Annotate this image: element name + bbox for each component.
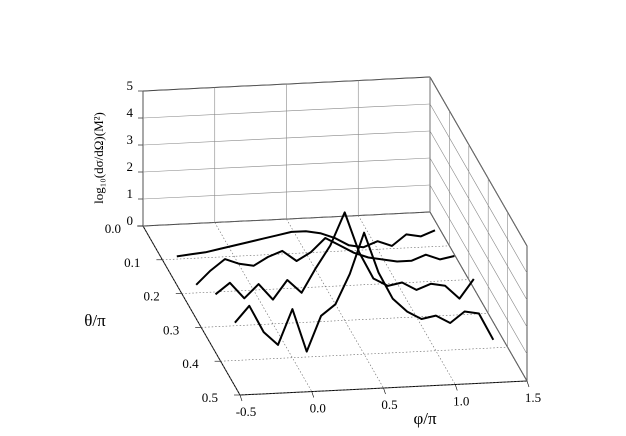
z-tick-label: 0.5 — [202, 390, 218, 405]
x-tick-label: 1.0 — [453, 393, 469, 408]
x-tick-label: -0.5 — [236, 404, 257, 419]
grid-line — [429, 76, 528, 247]
z-tick-label: 0.2 — [144, 289, 160, 304]
tick-mark — [239, 394, 243, 402]
y-tick-label: 0 — [127, 213, 134, 228]
y-axis-label: log₁₀(dσ/dΩ)(M²) — [91, 112, 106, 204]
tick-mark — [526, 380, 530, 388]
z-tick-label: 0.1 — [124, 255, 140, 270]
grid-line — [429, 184, 528, 355]
grid-line — [429, 103, 528, 274]
y-tick-label: 5 — [127, 78, 134, 93]
series-line — [234, 231, 495, 353]
grid-line — [429, 130, 528, 301]
y-tick-label: 3 — [127, 132, 134, 147]
grid-line — [142, 225, 241, 396]
grid-line — [239, 380, 528, 396]
z-tick-label: 0.3 — [163, 322, 179, 337]
z-axis-label: θ/π — [84, 311, 106, 330]
tick-mark — [383, 387, 386, 395]
series-line — [195, 237, 455, 286]
grid-line — [357, 215, 456, 385]
grid-line — [286, 218, 384, 389]
tick-mark — [311, 391, 315, 398]
grid-line — [214, 222, 313, 392]
grid-line — [181, 279, 469, 294]
y-tick-label: 2 — [127, 159, 134, 174]
z-tick-label: 0.4 — [182, 356, 199, 371]
z-tick-label: 0.0 — [105, 221, 121, 236]
tick-mark — [454, 384, 458, 391]
grid-line — [220, 346, 508, 362]
grid-line — [201, 313, 489, 328]
series-line — [214, 211, 475, 301]
grid-line — [429, 157, 528, 328]
x-axis-label: φ/π — [413, 409, 437, 428]
y-tick-label: 4 — [127, 105, 134, 120]
series-line — [176, 229, 436, 258]
grid-line — [142, 211, 431, 227]
x-tick-label: 0.5 — [381, 397, 397, 412]
x-tick-label: 0.0 — [310, 400, 326, 415]
y-tick-label: 1 — [127, 186, 134, 201]
grid-line — [162, 245, 450, 261]
x-tick-label: 1.5 — [525, 390, 541, 405]
grid-line — [429, 211, 528, 382]
